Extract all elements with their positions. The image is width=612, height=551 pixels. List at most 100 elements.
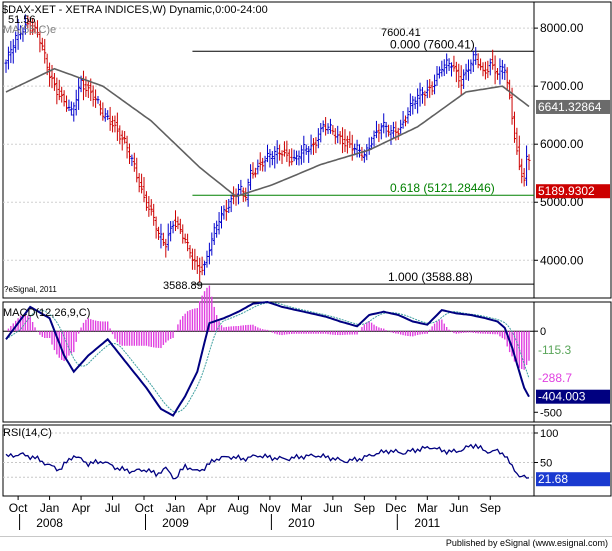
price-bar (14, 31, 18, 53)
price-bar (307, 146, 311, 163)
price-bar (457, 63, 461, 88)
price-bar (115, 112, 119, 141)
price-bar (270, 151, 274, 166)
price-bar (159, 223, 163, 249)
price-bar (447, 58, 451, 71)
price-bar (471, 50, 475, 72)
price-bar (28, 17, 32, 35)
price-bar (420, 87, 424, 104)
price-bar (198, 257, 202, 283)
price-bar (251, 162, 255, 179)
macd-line (5, 300, 530, 417)
price-bar (462, 69, 466, 89)
price-bar (35, 20, 39, 38)
price-bar (406, 107, 410, 124)
price-bar (120, 130, 124, 151)
price-bar (181, 224, 185, 244)
fib-label-0.618: 0.618 (5121.28446) (390, 181, 495, 195)
price-tick-label: 5000.00 (540, 195, 584, 209)
macd-signal-value-box (536, 342, 610, 357)
price-bar (433, 74, 437, 95)
price-bar (111, 115, 115, 133)
price-bar (399, 119, 403, 134)
price-bar (65, 95, 69, 112)
price-bar (101, 102, 105, 121)
price-bar (282, 141, 286, 157)
price-bar (57, 79, 61, 101)
price-bar (297, 150, 301, 166)
price-bar (203, 260, 207, 276)
x-tick-label: Sep (480, 501, 502, 515)
price-bar (404, 115, 408, 127)
price-bar (416, 88, 420, 114)
price-bar (186, 233, 190, 252)
price-bar (423, 90, 427, 106)
price-bar (178, 218, 182, 234)
price-bar (217, 212, 221, 235)
price-bar (81, 70, 85, 101)
price-bar (512, 111, 516, 143)
price-bar (77, 77, 81, 110)
price-bar (67, 99, 71, 112)
rsi-frame (2, 424, 535, 497)
price-bar (302, 135, 306, 163)
ma-label: MA(55,C)e (3, 24, 56, 36)
price-bar (224, 199, 228, 221)
x-tick-label: Jan (40, 501, 59, 515)
price-bar (268, 149, 272, 168)
ma-value-label: 6641.32864 (538, 100, 602, 114)
price-bar (353, 143, 357, 156)
price-bar (154, 216, 158, 239)
price-bar (314, 137, 318, 154)
price-bar (266, 144, 269, 163)
price-bar (244, 187, 248, 202)
price-bar (261, 157, 265, 172)
price-bar (173, 210, 177, 232)
price-bar (40, 37, 44, 51)
price-tick-label: 8000.00 (540, 21, 584, 35)
price-bar (486, 60, 490, 79)
rsi-tick-label: 100 (540, 428, 558, 440)
price-bar (43, 38, 47, 64)
dax-weekly-chart: 4000.00 5000.00 6000.00 7000.00 8000.00 0.000… (2, 1, 612, 530)
price-bar (328, 118, 332, 134)
price-bar (273, 146, 277, 169)
price-bar (249, 164, 253, 190)
price-bar (341, 127, 345, 154)
price-bar (200, 256, 204, 276)
price-bar (31, 17, 35, 35)
price-bar (401, 110, 405, 129)
price-bar (474, 47, 478, 65)
price-bar (428, 79, 432, 98)
price-bar (96, 95, 100, 104)
price-bar (527, 154, 531, 171)
high-label: 7600.41 (381, 27, 421, 39)
price-bar (379, 123, 383, 140)
price-bar (253, 167, 257, 178)
price-bar (169, 221, 173, 242)
price-bar (408, 93, 412, 117)
price-bar (26, 16, 30, 29)
price-bar (445, 53, 449, 74)
price-bar (33, 21, 37, 34)
price-bar (440, 60, 444, 77)
x-tick-label: Jul (105, 501, 120, 515)
price-bar (469, 59, 473, 74)
price-bar (60, 86, 64, 103)
price-bar (522, 168, 526, 187)
x-tick-label: Dec (385, 501, 406, 515)
price-bar (171, 220, 175, 234)
x-tick-label: Nov (259, 501, 280, 515)
year-label: 2009 (162, 516, 189, 530)
price-bar (389, 124, 393, 145)
price-bar (430, 81, 434, 96)
price-bar (287, 149, 291, 167)
x-tick-label: Oct (9, 501, 28, 515)
rsi-panel: 100 50 21.68 (2, 424, 612, 497)
last-value-label-box (536, 184, 610, 199)
price-panel: 4000.00 5000.00 6000.00 7000.00 8000.00 0.000… (2, 1, 612, 299)
footer: Published by eSignal (www.esignal.com) (0, 536, 612, 551)
price-bar (481, 62, 485, 77)
price-bar (147, 196, 151, 217)
price-bar (304, 144, 308, 155)
